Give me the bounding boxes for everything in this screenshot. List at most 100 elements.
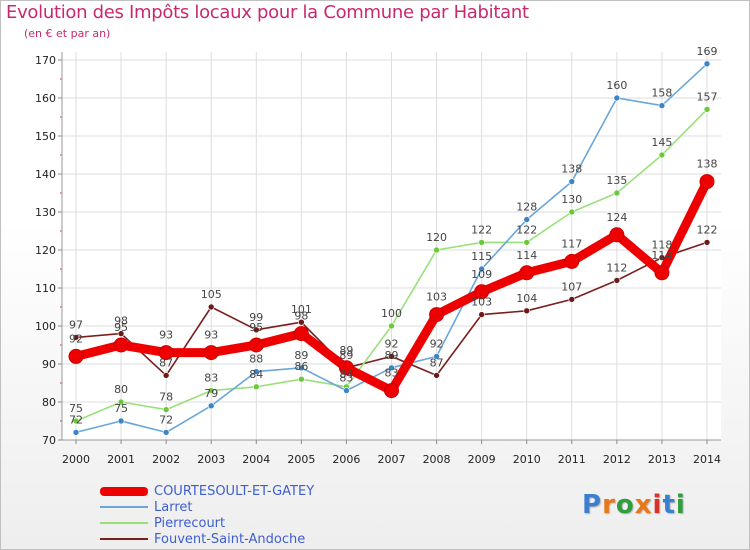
legend-label: COURTESOULT-ET-GATEY: [154, 483, 315, 499]
data-label: 83: [204, 372, 218, 385]
legend-item-fouvent: Fouvent-Saint-Andoche: [100, 531, 314, 547]
data-label: 103: [426, 291, 447, 304]
data-point: [613, 189, 621, 197]
chart-title: Evolution des Impôts locaux pour la Comm…: [6, 2, 529, 23]
data-point: [388, 353, 395, 360]
data-point: [207, 402, 215, 410]
legend-swatch: [100, 486, 148, 496]
y-tick-label: 70: [42, 434, 56, 447]
data-label: 89: [339, 349, 353, 362]
data-point: [564, 253, 580, 269]
data-label: 145: [651, 136, 672, 149]
logo-letter: t: [662, 490, 676, 520]
data-label: 87: [430, 356, 444, 369]
data-point: [658, 102, 666, 109]
data-label: 78: [159, 391, 173, 404]
data-point: [703, 239, 711, 246]
legend-swatch: [100, 538, 148, 540]
data-label: 98: [114, 315, 128, 328]
data-label: 114: [651, 249, 672, 262]
data-point: [158, 345, 174, 361]
x-tick-label: 2000: [62, 453, 90, 466]
data-label: 93: [204, 329, 218, 342]
logo-letter: o: [615, 490, 635, 520]
data-label: 122: [471, 223, 492, 236]
y-tick-label: 130: [35, 206, 56, 219]
logo-letter: x: [634, 490, 653, 520]
data-point: [388, 322, 395, 330]
y-tick-label: 170: [35, 54, 56, 67]
data-label: 169: [697, 45, 718, 58]
data-label: 97: [69, 318, 83, 331]
data-label: 104: [516, 292, 537, 305]
data-point: [203, 345, 219, 361]
x-tick-label: 2006: [332, 453, 360, 466]
data-point: [474, 284, 490, 300]
legend-swatch: [100, 522, 148, 524]
y-tick-label: 100: [35, 320, 56, 333]
data-label: 95: [114, 321, 128, 334]
data-label: 89: [339, 344, 353, 357]
data-label: 79: [204, 387, 218, 400]
data-label: 158: [651, 87, 672, 100]
data-point: [343, 387, 350, 394]
data-label: 75: [114, 402, 128, 415]
data-label: 130: [561, 193, 582, 206]
legend-label: Larret: [154, 499, 193, 515]
data-point: [207, 387, 215, 394]
data-point: [298, 318, 305, 326]
data-label: 83: [385, 367, 399, 380]
y-tick-label: 90: [42, 358, 56, 371]
data-label: 100: [381, 307, 402, 320]
logo-letter: P: [582, 490, 603, 520]
data-point: [658, 151, 666, 159]
data-point: [252, 383, 260, 391]
data-point: [117, 398, 125, 406]
y-tick-label: 80: [42, 396, 56, 409]
chart-subtitle: (en € et par an): [24, 27, 111, 40]
data-label: 114: [516, 249, 537, 262]
data-label: 115: [471, 250, 492, 263]
data-label: 138: [561, 163, 582, 176]
legend: COURTESOULT-ET-GATEY Larret Pierrecourt …: [100, 483, 314, 547]
data-point: [568, 296, 576, 303]
data-point: [523, 216, 531, 223]
data-point: [162, 406, 170, 413]
legend-item-pierrecourt: Pierrecourt: [100, 515, 314, 531]
data-point: [568, 208, 576, 216]
data-label: 122: [516, 223, 537, 236]
legend-label: Fouvent-Saint-Andoche: [154, 531, 306, 547]
data-point: [478, 239, 485, 246]
data-label: 92: [385, 337, 399, 350]
data-point: [388, 364, 395, 372]
legend-item-larret: Larret: [100, 499, 314, 515]
data-label: 105: [201, 288, 222, 301]
x-tick-label: 2003: [197, 453, 225, 466]
y-tick-label: 140: [35, 168, 56, 181]
data-label: 98: [294, 310, 308, 323]
proxiti-logo: Proxiti: [582, 490, 686, 520]
x-tick-label: 2012: [603, 453, 631, 466]
data-label: 138: [697, 158, 718, 171]
data-point: [478, 265, 485, 273]
data-point: [613, 277, 621, 284]
data-label: 101: [291, 303, 312, 316]
data-point: [654, 265, 670, 281]
logo-letter: r: [602, 490, 616, 520]
data-point: [68, 348, 84, 364]
x-tick-label: 2014: [693, 453, 721, 466]
data-point: [252, 368, 260, 375]
data-point: [117, 417, 125, 425]
data-label: 99: [249, 311, 263, 324]
x-tick-label: 2001: [107, 453, 135, 466]
data-label: 80: [114, 383, 128, 396]
data-point: [113, 337, 129, 353]
logo-letter: i: [652, 490, 663, 520]
data-label: 120: [426, 231, 447, 244]
data-point: [478, 311, 485, 318]
data-point: [298, 364, 305, 372]
data-point: [162, 372, 170, 379]
data-point: [384, 383, 399, 399]
data-label: 88: [249, 353, 263, 366]
data-label: 124: [606, 211, 627, 224]
